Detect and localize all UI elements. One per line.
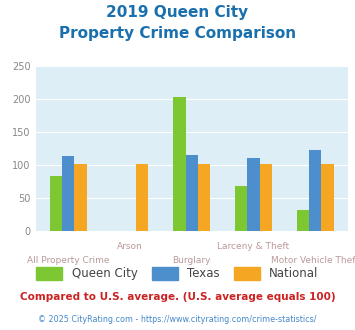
Bar: [309, 150, 321, 231]
Text: Burglary: Burglary: [173, 256, 211, 265]
Bar: [75, 164, 87, 231]
Bar: [136, 164, 148, 231]
Text: Larceny & Theft: Larceny & Theft: [217, 242, 289, 251]
Text: © 2025 CityRating.com - https://www.cityrating.com/crime-statistics/: © 2025 CityRating.com - https://www.city…: [38, 315, 317, 324]
Bar: [62, 156, 75, 231]
Bar: [235, 186, 247, 231]
Text: Arson: Arson: [117, 242, 143, 251]
Text: Motor Vehicle Theft: Motor Vehicle Theft: [271, 256, 355, 265]
Bar: [198, 164, 210, 231]
Bar: [186, 155, 198, 231]
Text: All Property Crime: All Property Crime: [27, 256, 109, 265]
Bar: [297, 210, 309, 231]
Bar: [321, 164, 334, 231]
Legend: Queen City, Texas, National: Queen City, Texas, National: [33, 263, 322, 284]
Text: Property Crime Comparison: Property Crime Comparison: [59, 26, 296, 41]
Bar: [173, 97, 186, 231]
Bar: [260, 164, 272, 231]
Text: Compared to U.S. average. (U.S. average equals 100): Compared to U.S. average. (U.S. average …: [20, 292, 335, 302]
Bar: [50, 176, 62, 231]
Text: 2019 Queen City: 2019 Queen City: [106, 5, 248, 20]
Bar: [247, 158, 260, 231]
